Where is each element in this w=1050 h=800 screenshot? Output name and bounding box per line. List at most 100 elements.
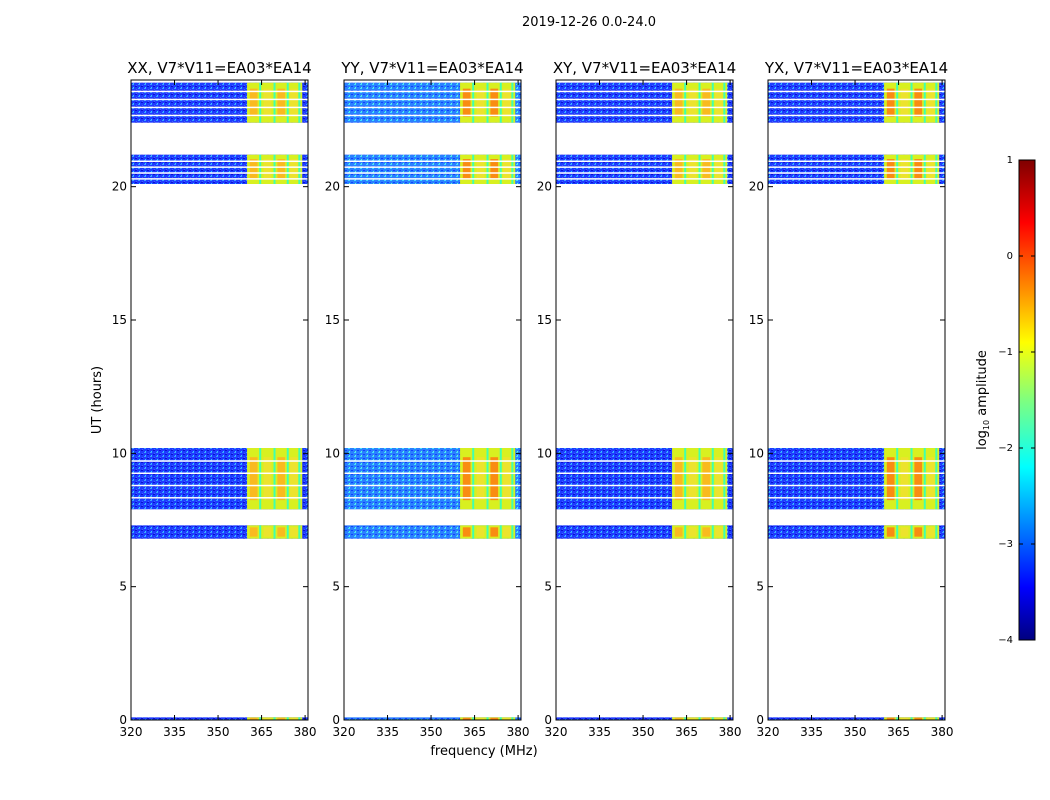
y-tick-label: 5 bbox=[756, 580, 764, 594]
x-tick-label: 335 bbox=[800, 725, 823, 739]
y-axis-label: UT (hours) bbox=[90, 366, 105, 434]
y-tick-label: 20 bbox=[537, 180, 552, 194]
plot-area bbox=[556, 80, 733, 720]
flag-gap bbox=[768, 98, 945, 101]
band-stripe bbox=[499, 448, 502, 510]
data-block-noise bbox=[131, 717, 308, 720]
flag-gap bbox=[131, 472, 308, 475]
band-stripe bbox=[935, 717, 938, 720]
panel-1: XX, V7*V11=EA03*EA14 320 335 350 365 380 0 5 10 1… bbox=[112, 59, 317, 739]
flag-gap bbox=[131, 178, 308, 180]
flag-gap bbox=[556, 160, 733, 163]
band-stripe bbox=[286, 717, 289, 720]
band-stripe bbox=[298, 154, 301, 184]
band-stripe bbox=[499, 525, 502, 539]
flag-gap bbox=[131, 90, 308, 93]
band-hotspot bbox=[886, 88, 895, 117]
flag-gap bbox=[768, 460, 945, 462]
flag-gap bbox=[344, 90, 521, 93]
band-hotspot bbox=[490, 159, 499, 180]
band-hotspot bbox=[263, 159, 272, 180]
band-stripe bbox=[723, 717, 726, 720]
band-stripe bbox=[711, 448, 714, 510]
band-hotspot bbox=[263, 527, 272, 537]
band-stripe bbox=[273, 525, 276, 539]
y-tick-label: 10 bbox=[325, 446, 340, 460]
data-block-noise bbox=[344, 717, 521, 720]
band-hotspot bbox=[886, 527, 895, 537]
band-stripe bbox=[286, 448, 289, 510]
panel-frame bbox=[343, 79, 522, 721]
band-hotspot bbox=[290, 457, 298, 501]
colorbar-tick-label: −4 bbox=[998, 635, 1013, 646]
band-stripe bbox=[935, 525, 938, 539]
band-stripe bbox=[711, 154, 714, 184]
flag-gap bbox=[556, 497, 733, 499]
band-stripe bbox=[711, 82, 714, 123]
band-hotspot bbox=[490, 527, 499, 537]
y-tick-label: 5 bbox=[332, 580, 340, 594]
y-tick-label: 0 bbox=[332, 713, 340, 727]
band-hotspot bbox=[886, 717, 895, 720]
flag-gap bbox=[768, 90, 945, 93]
band-hotspot bbox=[249, 159, 258, 180]
flag-gap bbox=[556, 106, 733, 109]
band-hotspot bbox=[674, 88, 683, 117]
band-stripe bbox=[723, 154, 726, 184]
band-hotspot bbox=[476, 88, 485, 117]
x-tick-label: 320 bbox=[120, 725, 143, 739]
panel-title: XX, V7*V11=EA03*EA14 bbox=[127, 59, 311, 77]
band-stripe bbox=[711, 717, 714, 720]
band-hotspot bbox=[277, 717, 286, 720]
band-stripe bbox=[723, 525, 726, 539]
flag-gap bbox=[344, 114, 521, 117]
flag-gap bbox=[556, 114, 733, 117]
band-hotspot bbox=[886, 159, 895, 180]
panel-frame bbox=[767, 79, 946, 721]
band-stripe bbox=[286, 154, 289, 184]
y-tick-label: 15 bbox=[325, 313, 340, 327]
flag-gap bbox=[131, 98, 308, 101]
band-stripe bbox=[896, 448, 899, 510]
band-hotspot bbox=[702, 717, 711, 720]
plot-area bbox=[131, 80, 308, 720]
flag-gap bbox=[768, 497, 945, 499]
colorbar-tick-label: −1 bbox=[998, 347, 1013, 358]
band-stripe bbox=[723, 448, 726, 510]
flag-gap bbox=[768, 178, 945, 180]
band-hotspot bbox=[914, 88, 923, 117]
band-hotspot bbox=[249, 88, 258, 117]
band-hotspot bbox=[886, 457, 895, 501]
band-hotspot bbox=[715, 527, 723, 537]
band-stripe bbox=[711, 525, 714, 539]
flag-gap bbox=[768, 106, 945, 109]
band-hotspot bbox=[290, 159, 298, 180]
x-tick-label: 365 bbox=[675, 725, 698, 739]
band-hotspot bbox=[927, 88, 935, 117]
flag-gap bbox=[131, 166, 308, 168]
flag-gap bbox=[556, 484, 733, 487]
band-hotspot bbox=[503, 88, 511, 117]
y-tick-label: 15 bbox=[749, 313, 764, 327]
band-stripe bbox=[923, 525, 926, 539]
band-hotspot bbox=[688, 457, 697, 501]
band-stripe bbox=[684, 448, 687, 510]
band-hotspot bbox=[900, 717, 909, 720]
band-hotspot bbox=[263, 717, 272, 720]
band-stripe bbox=[896, 82, 899, 123]
flag-gap bbox=[344, 472, 521, 475]
band-stripe bbox=[698, 448, 701, 510]
band-hotspot bbox=[702, 88, 711, 117]
band-stripe bbox=[486, 525, 489, 539]
flag-gap bbox=[344, 166, 521, 168]
band-hotspot bbox=[914, 159, 923, 180]
panel-title: XY, V7*V11=EA03*EA14 bbox=[553, 59, 736, 77]
band-hotspot bbox=[674, 527, 683, 537]
x-tick-label: 380 bbox=[931, 725, 954, 739]
y-tick-label: 15 bbox=[112, 313, 127, 327]
data-block-noise bbox=[768, 717, 945, 720]
band-hotspot bbox=[715, 159, 723, 180]
band-stripe bbox=[684, 717, 687, 720]
band-stripe bbox=[259, 525, 262, 539]
